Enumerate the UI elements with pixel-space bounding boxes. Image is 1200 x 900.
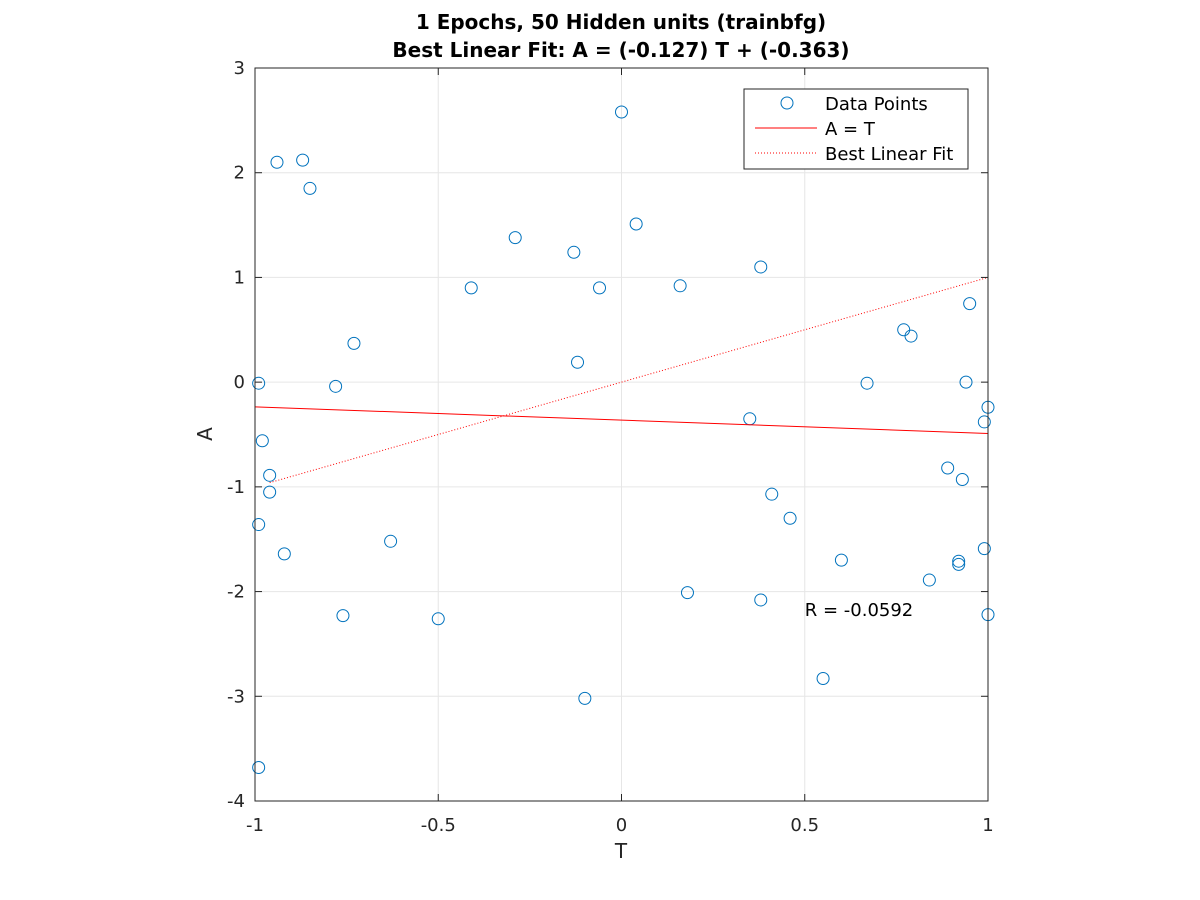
y-tick-label: -3 [227, 686, 245, 707]
data-point-marker [571, 355, 585, 369]
x-tick-labels: -1 -0.5 0 0.5 1 [246, 815, 994, 836]
x-tick-label: 1 [982, 815, 993, 836]
data-point-marker [431, 612, 445, 626]
data-point-marker [922, 573, 936, 587]
legend-label-best-fit-line: Best Linear Fit [825, 144, 953, 165]
data-point-marker [255, 434, 269, 448]
data-point-marker [834, 553, 848, 567]
data-point-marker [303, 181, 317, 195]
y-tick-labels: -4 -3 -2 -1 0 1 2 3 [227, 58, 245, 812]
legend: Data Points A = T Best Linear Fit [743, 88, 969, 170]
data-point-marker [955, 473, 969, 487]
x-tick-label: -1 [246, 815, 264, 836]
chart-title-line2: Best Linear Fit: A = (-0.127) T + (-0.36… [392, 38, 849, 62]
data-point-marker [336, 609, 350, 623]
series-layer [252, 105, 995, 774]
y-tick-label: 0 [234, 372, 245, 393]
data-point-marker [277, 547, 291, 561]
data-point-marker [270, 155, 284, 169]
data-point-marker [347, 336, 361, 350]
data-point-marker [252, 376, 266, 390]
legend-marker-data-points [780, 96, 794, 110]
data-point-marker [384, 534, 398, 548]
tick-marks [254, 67, 989, 802]
data-point-marker [329, 379, 343, 393]
data-point-marker [952, 554, 966, 568]
data-point-marker [963, 297, 977, 311]
data-point-marker [860, 376, 874, 390]
y-axis-label: A [193, 427, 217, 441]
data-point-marker [252, 760, 266, 774]
data-point-marker [754, 260, 768, 274]
y-tick-label: 1 [234, 267, 245, 288]
data-point-marker [783, 511, 797, 525]
data-point-marker [754, 593, 768, 607]
data-point-marker [593, 281, 607, 295]
plot-area [252, 67, 995, 802]
data-point-marker [629, 217, 643, 231]
correlation-annotation: R = -0.0592 [805, 600, 914, 621]
y-tick-label: 3 [234, 58, 245, 79]
y-tick-label: -2 [227, 582, 245, 603]
data-point-marker [615, 105, 628, 119]
data-point-marker [680, 586, 694, 600]
chart-title-line1: 1 Epochs, 50 Hidden units (trainbfg) [416, 10, 826, 34]
data-point-marker [263, 485, 277, 499]
y-tick-label: -1 [227, 477, 245, 498]
x-tick-label: 0 [616, 815, 627, 836]
data-point-marker [567, 245, 581, 259]
data-point-marker [464, 281, 478, 295]
data-point-marker [765, 487, 779, 501]
data-point-marker [941, 461, 955, 475]
data-point-marker [977, 415, 991, 429]
data-point-marker [816, 671, 830, 685]
data-point-marker [252, 518, 266, 532]
x-axis-label: T [614, 839, 628, 863]
data-point-marker [508, 231, 522, 245]
legend-label-identity-line: A = T [825, 119, 876, 140]
data-point-marker [296, 153, 310, 167]
legend-label-data-points: Data Points [825, 94, 928, 115]
data-point-marker [673, 279, 687, 293]
identity-line [254, 406, 989, 434]
y-tick-label: 2 [234, 163, 245, 184]
data-point-marker [952, 557, 966, 571]
data-point-marker [904, 329, 918, 343]
data-point-marker [263, 468, 277, 482]
x-tick-label: 0.5 [790, 815, 819, 836]
data-point-marker [578, 691, 592, 705]
x-tick-label: -0.5 [421, 815, 456, 836]
data-point-marker [959, 375, 973, 389]
data-point-marker [977, 542, 991, 556]
y-tick-label: -4 [227, 791, 245, 812]
